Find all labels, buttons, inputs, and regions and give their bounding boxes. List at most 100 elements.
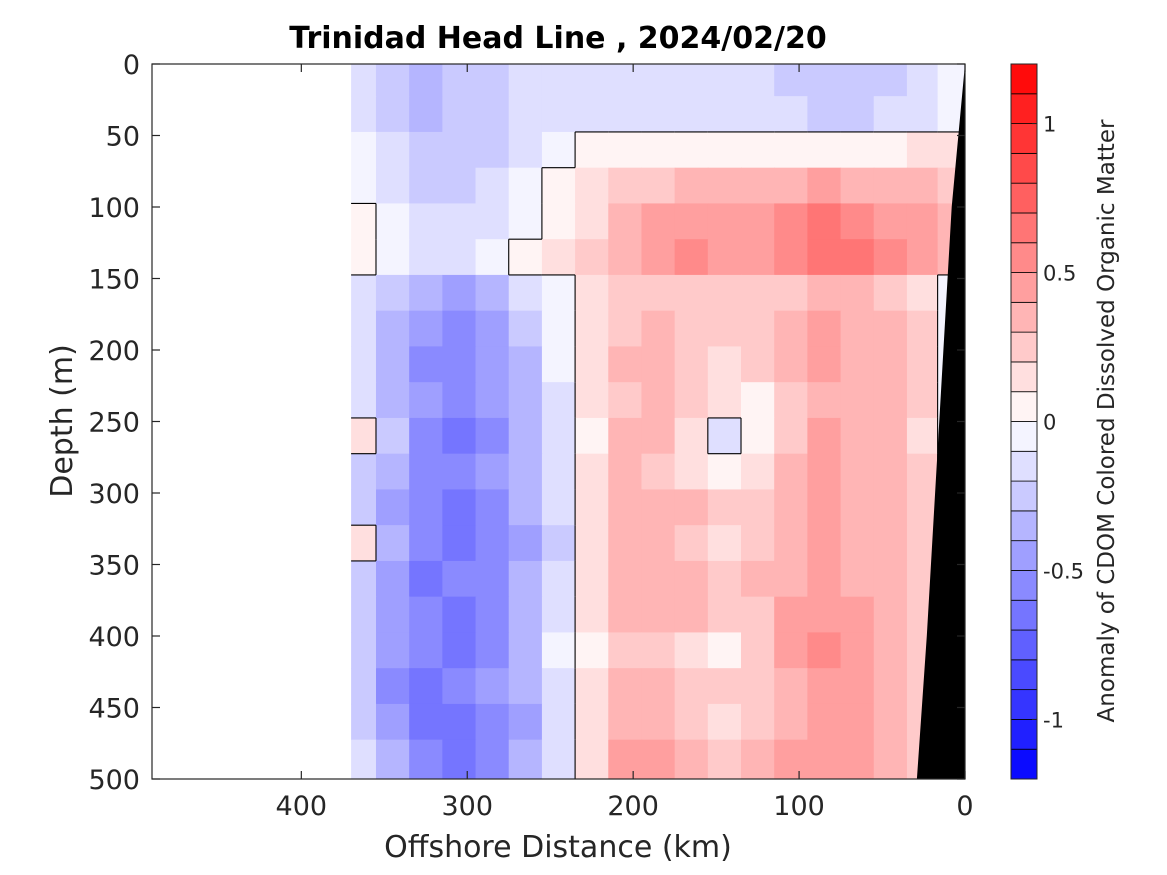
heatmap-cell [873, 239, 908, 276]
heatmap-cell [741, 382, 775, 419]
heatmap-cell [541, 417, 576, 455]
heatmap-cell [906, 489, 939, 526]
heatmap-cell [674, 668, 709, 705]
heatmap-cell [608, 417, 643, 455]
heatmap-cell [351, 96, 377, 133]
heatmap-cell [741, 560, 775, 598]
heatmap-cell [807, 703, 842, 741]
heatmap-cell [508, 739, 543, 779]
heatmap-cell [351, 131, 377, 169]
heatmap-cell [741, 203, 775, 240]
heatmap-cell [442, 489, 477, 526]
heatmap-cell [707, 203, 742, 240]
heatmap-cell [375, 525, 410, 562]
heatmap-cell [707, 274, 742, 312]
heatmap-cell [375, 96, 410, 133]
heatmap-cell [741, 239, 775, 276]
heatmap-cell [508, 417, 543, 455]
heatmap-cell [442, 417, 477, 455]
colorbar-swatch [1010, 152, 1038, 184]
heatmap-cell [508, 453, 543, 491]
heatmap-cell [508, 346, 543, 383]
heatmap-cell [575, 96, 609, 133]
heatmap-cell [774, 131, 808, 169]
heatmap-cell [674, 453, 709, 491]
heatmap-cell [541, 346, 576, 383]
colorbar-tick-label: 0.5 [1043, 262, 1076, 286]
heatmap-cell [807, 64, 842, 97]
y-tick-label: 250 [88, 408, 140, 439]
heatmap-cell [608, 632, 643, 669]
heatmap-cell [475, 632, 510, 669]
heatmap-cell [937, 64, 965, 97]
heatmap-cell [442, 703, 477, 741]
heatmap-cell [840, 167, 875, 205]
heatmap-cell [475, 525, 510, 562]
heatmap-cell [351, 739, 377, 779]
heatmap-cell [575, 739, 609, 779]
heatmap-cell [840, 525, 875, 562]
heatmap-cell [508, 203, 543, 240]
heatmap-cell [442, 203, 477, 240]
heatmap-cell [409, 453, 443, 491]
heatmap-cell [608, 167, 643, 205]
heatmap-cell [575, 596, 609, 634]
heatmap-cell [575, 346, 609, 383]
heatmap-cell [375, 453, 410, 491]
heatmap-cell [741, 453, 775, 491]
heatmap-cell [508, 96, 543, 133]
heatmap-cell [873, 417, 908, 455]
heatmap-cell [608, 274, 643, 312]
heatmap-cell [575, 632, 609, 669]
heatmap-cell [409, 596, 443, 634]
heatmap-cell [774, 739, 808, 779]
heatmap-cell [707, 64, 742, 97]
heatmap-cell [906, 167, 939, 205]
heatmap-cell [707, 96, 742, 133]
heatmap-cell [807, 525, 842, 562]
x-tick-label: 300 [441, 791, 493, 822]
heatmap-cell [906, 453, 939, 491]
heatmap-cell [774, 203, 808, 240]
heatmap-cell [807, 739, 842, 779]
heatmap-cell [541, 489, 576, 526]
heatmap-cell [541, 274, 576, 312]
heatmap-cell [774, 632, 808, 669]
heatmap-cell [541, 96, 576, 133]
y-tick-label: 300 [88, 479, 140, 510]
colorbar-swatch [1010, 212, 1038, 244]
heatmap-cell [674, 632, 709, 669]
heatmap-cell [409, 203, 443, 240]
heatmap-cell [741, 525, 775, 562]
colorbar-swatch [1010, 301, 1038, 333]
heatmap-cell [840, 632, 875, 669]
heatmap-cell [807, 560, 842, 598]
heatmap-cell [741, 131, 775, 169]
heatmap-cell [774, 560, 808, 598]
colorbar-swatch [1010, 510, 1038, 542]
heatmap-cell [442, 167, 477, 205]
colorbar-swatch [1010, 719, 1038, 750]
y-tick-label: 100 [88, 193, 140, 224]
heatmap-cell [641, 632, 676, 669]
heatmap-cell [508, 596, 543, 634]
heatmap-cell [351, 64, 377, 97]
colorbar-tick-label: 1 [1043, 113, 1056, 137]
heatmap-cell [351, 560, 377, 598]
heatmap-cell [674, 346, 709, 383]
heatmap-cell [807, 453, 842, 491]
heatmap-cell [608, 239, 643, 276]
heatmap-cell [442, 346, 477, 383]
heatmap-cell [873, 453, 908, 491]
heatmap-cell [375, 167, 410, 205]
heatmap-cell [351, 274, 377, 312]
heatmap-cell [508, 632, 543, 669]
colorbar-swatch [1010, 570, 1038, 601]
heatmap-cell [475, 131, 510, 169]
y-axis: 0 50 100 150 200 250 300 350 400 450 500 [88, 50, 965, 796]
heatmap-cell [774, 668, 808, 705]
heatmap-cell [575, 417, 609, 455]
heatmap-cell [351, 239, 377, 276]
colorbar-swatch [1010, 450, 1038, 482]
heatmap-cell [840, 274, 875, 312]
